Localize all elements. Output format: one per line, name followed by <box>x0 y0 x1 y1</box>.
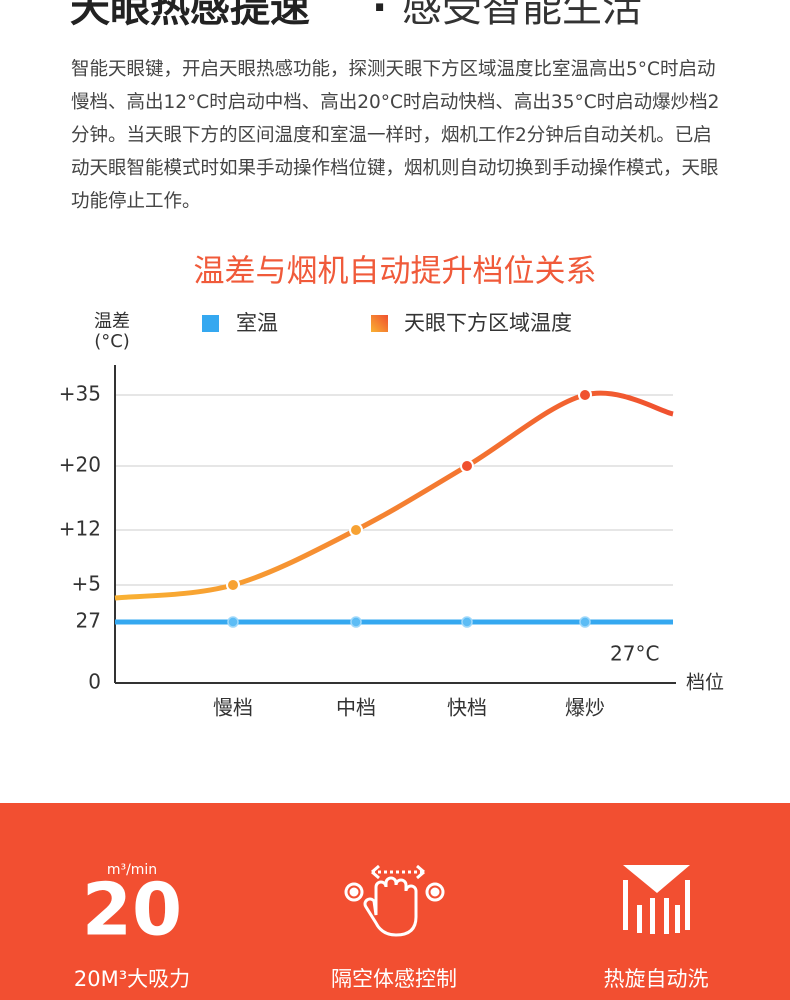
title-bold: 天眼热感提速 <box>70 0 310 31</box>
room-point <box>350 616 362 628</box>
room-point <box>227 616 239 628</box>
y-tick-label: +12 <box>59 517 101 541</box>
y-tick-label: +5 <box>72 572 101 596</box>
hand-icon <box>344 864 445 937</box>
feature-label: 隔空体感控制 <box>331 967 457 991</box>
temp-point <box>349 523 363 537</box>
temp-point <box>578 388 592 402</box>
feature-label: 热旋自动洗 <box>604 967 709 991</box>
x-axis-label: 档位 <box>686 672 724 694</box>
y-tick-label: 0 <box>88 670 101 694</box>
description: 智能天眼键，开启天眼热感功能，探测天眼下方区域温度比室温高出5°C时启动慢档、高… <box>71 59 720 212</box>
room-point <box>461 616 473 628</box>
x-tick-label: 慢档 <box>213 696 253 720</box>
y-tick-label: 27 <box>76 609 101 633</box>
x-tick-label: 中档 <box>336 696 376 720</box>
feature-unit: m³/min <box>107 862 157 878</box>
legend-label: 天眼下方区域温度 <box>404 311 572 335</box>
legend-label: 室温 <box>236 311 278 335</box>
room-point <box>579 616 591 628</box>
temp-line <box>114 390 674 601</box>
temp-point <box>226 578 240 592</box>
temp-point <box>460 459 474 473</box>
title-light: 感受智能生活 <box>402 0 642 31</box>
x-tick-label: 快档 <box>447 696 487 720</box>
chart-title: 温差与烟机自动提升档位关系 <box>194 254 597 290</box>
x-tick-label: 爆炒 <box>565 696 605 720</box>
feature-label: 20M³大吸力 <box>74 967 190 991</box>
y-axis-unit: (°C) <box>94 331 130 352</box>
title-separator: · <box>372 0 387 31</box>
legend-swatch <box>371 315 388 332</box>
feature-value: 20 <box>82 868 182 952</box>
steam-icon <box>623 865 690 934</box>
y-tick-label: +20 <box>59 453 101 477</box>
annotation: 27°C <box>610 642 659 666</box>
y-tick-label: +35 <box>59 382 101 406</box>
legend-swatch <box>202 315 219 332</box>
y-axis-label: 温差 <box>94 311 130 332</box>
feature-band <box>0 803 790 1000</box>
